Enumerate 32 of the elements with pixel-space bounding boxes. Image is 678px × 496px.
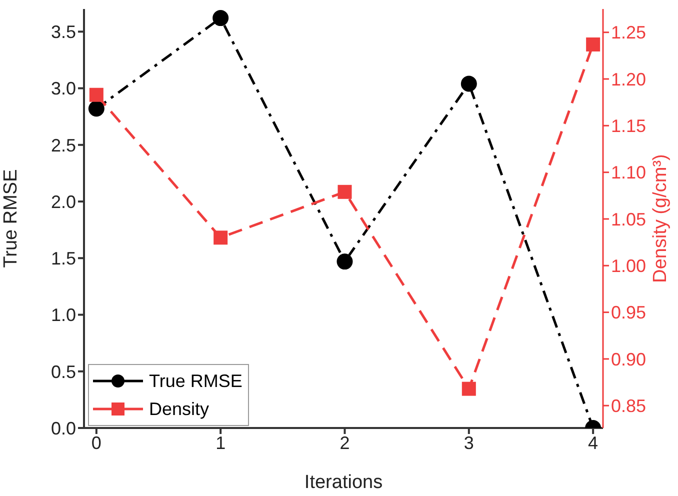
point bbox=[214, 230, 228, 245]
y-tick-label: 2.0 bbox=[50, 192, 76, 212]
y2-tick-label: 0.85 bbox=[611, 396, 646, 416]
y-tick-label: 1.5 bbox=[50, 248, 76, 269]
y-tick-label: 2.5 bbox=[50, 135, 76, 156]
y2-tick-label: 1.15 bbox=[611, 116, 646, 136]
legend-label: Density bbox=[149, 398, 210, 420]
x-tick-label: 4 bbox=[588, 432, 598, 453]
y2-tick-label: 1.20 bbox=[611, 69, 646, 90]
y-tick-label: 3.5 bbox=[50, 22, 76, 42]
legend-label: True RMSE bbox=[149, 370, 242, 392]
point bbox=[462, 382, 476, 396]
x-tick-label: 3 bbox=[464, 432, 474, 453]
point bbox=[586, 37, 600, 52]
y2-axis-title: Density (g/cm³) bbox=[650, 154, 671, 283]
x-tick-label: 0 bbox=[91, 432, 102, 453]
y2-tick-label: 1.10 bbox=[611, 162, 646, 183]
point bbox=[89, 88, 104, 102]
y-axis-title: True RMSE bbox=[0, 169, 22, 268]
y2-tick-label: 1.25 bbox=[611, 22, 646, 43]
y2-tick-label: 0.90 bbox=[611, 349, 646, 370]
y2-tick-label: 1.05 bbox=[611, 209, 646, 230]
y-tick-label: 0.5 bbox=[50, 362, 76, 382]
y-tick-label: 1.0 bbox=[50, 305, 76, 326]
y2-tick-label: 1.00 bbox=[611, 256, 646, 276]
x-tick-label: 1 bbox=[216, 432, 226, 453]
y-tick-label: 0.0 bbox=[50, 418, 76, 438]
x-axis-title: Iterations bbox=[304, 472, 383, 493]
x-tick-label: 2 bbox=[340, 432, 350, 453]
y-tick-label: 3.0 bbox=[50, 78, 76, 99]
point bbox=[338, 184, 352, 199]
y2-tick-label: 0.95 bbox=[611, 302, 646, 323]
